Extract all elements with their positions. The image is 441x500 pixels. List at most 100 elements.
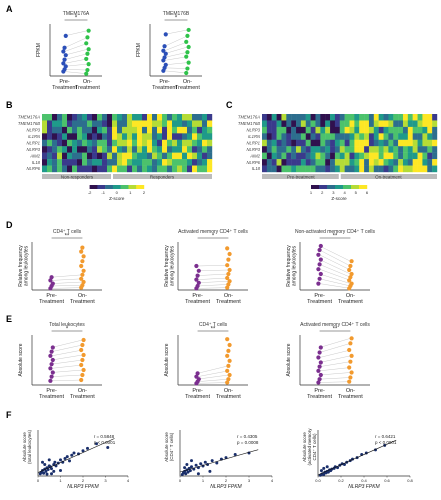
data-point <box>85 67 90 73</box>
heatmap-cell <box>359 114 365 121</box>
heatmap-cell <box>187 120 193 128</box>
heatmap-cell <box>432 126 438 134</box>
heatmap-cell <box>152 146 158 153</box>
heatmap-cell <box>417 139 423 147</box>
heatmap-cell <box>127 133 133 140</box>
heatmap-cell <box>383 139 389 147</box>
heatmap-cell <box>47 165 53 173</box>
group-bar-left <box>42 174 111 179</box>
heatmap-cell <box>142 114 148 121</box>
data-point <box>347 278 352 283</box>
heatmap-cell <box>432 133 438 140</box>
heatmap-cell <box>192 126 198 134</box>
heatmap-cell <box>142 146 148 153</box>
heatmap-cell <box>325 139 331 147</box>
heatmap-cell <box>368 120 375 128</box>
data-point <box>325 465 329 469</box>
heatmap-cell <box>330 152 336 160</box>
data-point <box>225 380 230 385</box>
x-tick-label: 4 <box>127 478 130 483</box>
heatmap-cell <box>72 133 78 140</box>
heatmap-cell <box>320 120 326 128</box>
heatmap-cell <box>42 159 48 166</box>
row-label: IL1RN <box>248 134 261 139</box>
heatmap-cell <box>291 133 297 140</box>
heatmap-cell <box>92 159 98 166</box>
chart-d2: Activated memory CD4⁺ T cells* Relative f… <box>164 229 248 305</box>
pair-line <box>197 281 229 283</box>
data-point <box>79 263 84 269</box>
data-point <box>161 48 166 53</box>
heatmap-cell <box>330 126 336 134</box>
heatmap-cell <box>262 120 268 128</box>
heatmap-cell <box>349 146 355 153</box>
heatmap-cell <box>62 114 68 121</box>
x-tick-label-pre: Pre-Treatment <box>52 79 77 91</box>
x-tick-label: 4 <box>271 478 274 483</box>
colorbar-tick: 0 <box>116 190 119 195</box>
data-point <box>42 471 46 475</box>
pair-line <box>164 29 188 35</box>
row-label: NLRP6 <box>27 166 41 171</box>
data-point <box>162 44 167 49</box>
data-point <box>163 32 168 37</box>
heatmap-cell <box>62 159 68 166</box>
heatmap-cell <box>187 159 193 166</box>
heatmap-cell <box>398 114 404 121</box>
heatmap-cell <box>122 126 128 134</box>
heatmap-cell <box>305 133 311 140</box>
heatmap-cell <box>417 152 423 160</box>
data-point <box>349 259 354 264</box>
heatmap-cell <box>147 133 153 140</box>
data-point <box>52 469 56 473</box>
pair-line <box>164 35 188 47</box>
heatmap-cell <box>320 159 326 166</box>
heatmap-cell <box>334 146 340 153</box>
data-point <box>225 337 230 342</box>
heatmap-cell <box>334 114 340 121</box>
heatmap-cell <box>427 165 433 173</box>
heatmap-cell <box>117 159 123 166</box>
heatmap-cell <box>388 126 394 134</box>
y-axis-label: Relative frequencyamong leukocytes <box>18 245 30 287</box>
heatmap-cell <box>162 126 168 134</box>
heatmap-cell <box>112 146 118 153</box>
chart-title: CD4⁺ T cells <box>53 229 82 235</box>
pair-line <box>319 254 351 271</box>
pair-line <box>51 278 83 281</box>
heatmap-cell <box>325 152 331 160</box>
pair-line <box>64 58 88 64</box>
heatmap-cell <box>354 152 360 160</box>
heatmap-cell <box>315 152 321 160</box>
heatmap-cell <box>291 120 297 128</box>
heatmap-cell <box>162 120 168 128</box>
heatmap-cell <box>62 126 68 134</box>
data-point <box>68 459 71 463</box>
heatmap-cell <box>52 159 58 166</box>
heatmap-cell <box>417 146 423 153</box>
heatmap-cell <box>398 126 404 134</box>
heatmap-cell <box>187 146 193 153</box>
heatmap-cell <box>422 146 428 153</box>
panel-label-c: C <box>226 100 233 110</box>
heatmap-cell <box>368 152 375 160</box>
y-axis-label: Relative frequencyamong leukocytes <box>164 245 176 287</box>
heatmap-cell <box>412 159 418 166</box>
heatmap-cell <box>266 126 272 134</box>
heatmap-cell <box>310 133 316 140</box>
heatmap-cell <box>77 139 83 147</box>
heatmap-cell <box>291 139 297 147</box>
heatmap-cell <box>422 152 428 160</box>
heatmap-cell <box>52 139 58 147</box>
heatmap-cell <box>77 120 83 128</box>
heatmap-cell <box>344 139 350 147</box>
heatmap-cell <box>305 139 311 147</box>
x-tick-label: 0.2 <box>338 478 344 483</box>
data-point <box>225 368 230 373</box>
heatmap-cell <box>157 120 163 128</box>
heatmap-cell <box>320 133 326 140</box>
heatmap-cell <box>142 165 148 173</box>
data-point <box>208 469 212 473</box>
heatmap-cell <box>127 152 133 160</box>
